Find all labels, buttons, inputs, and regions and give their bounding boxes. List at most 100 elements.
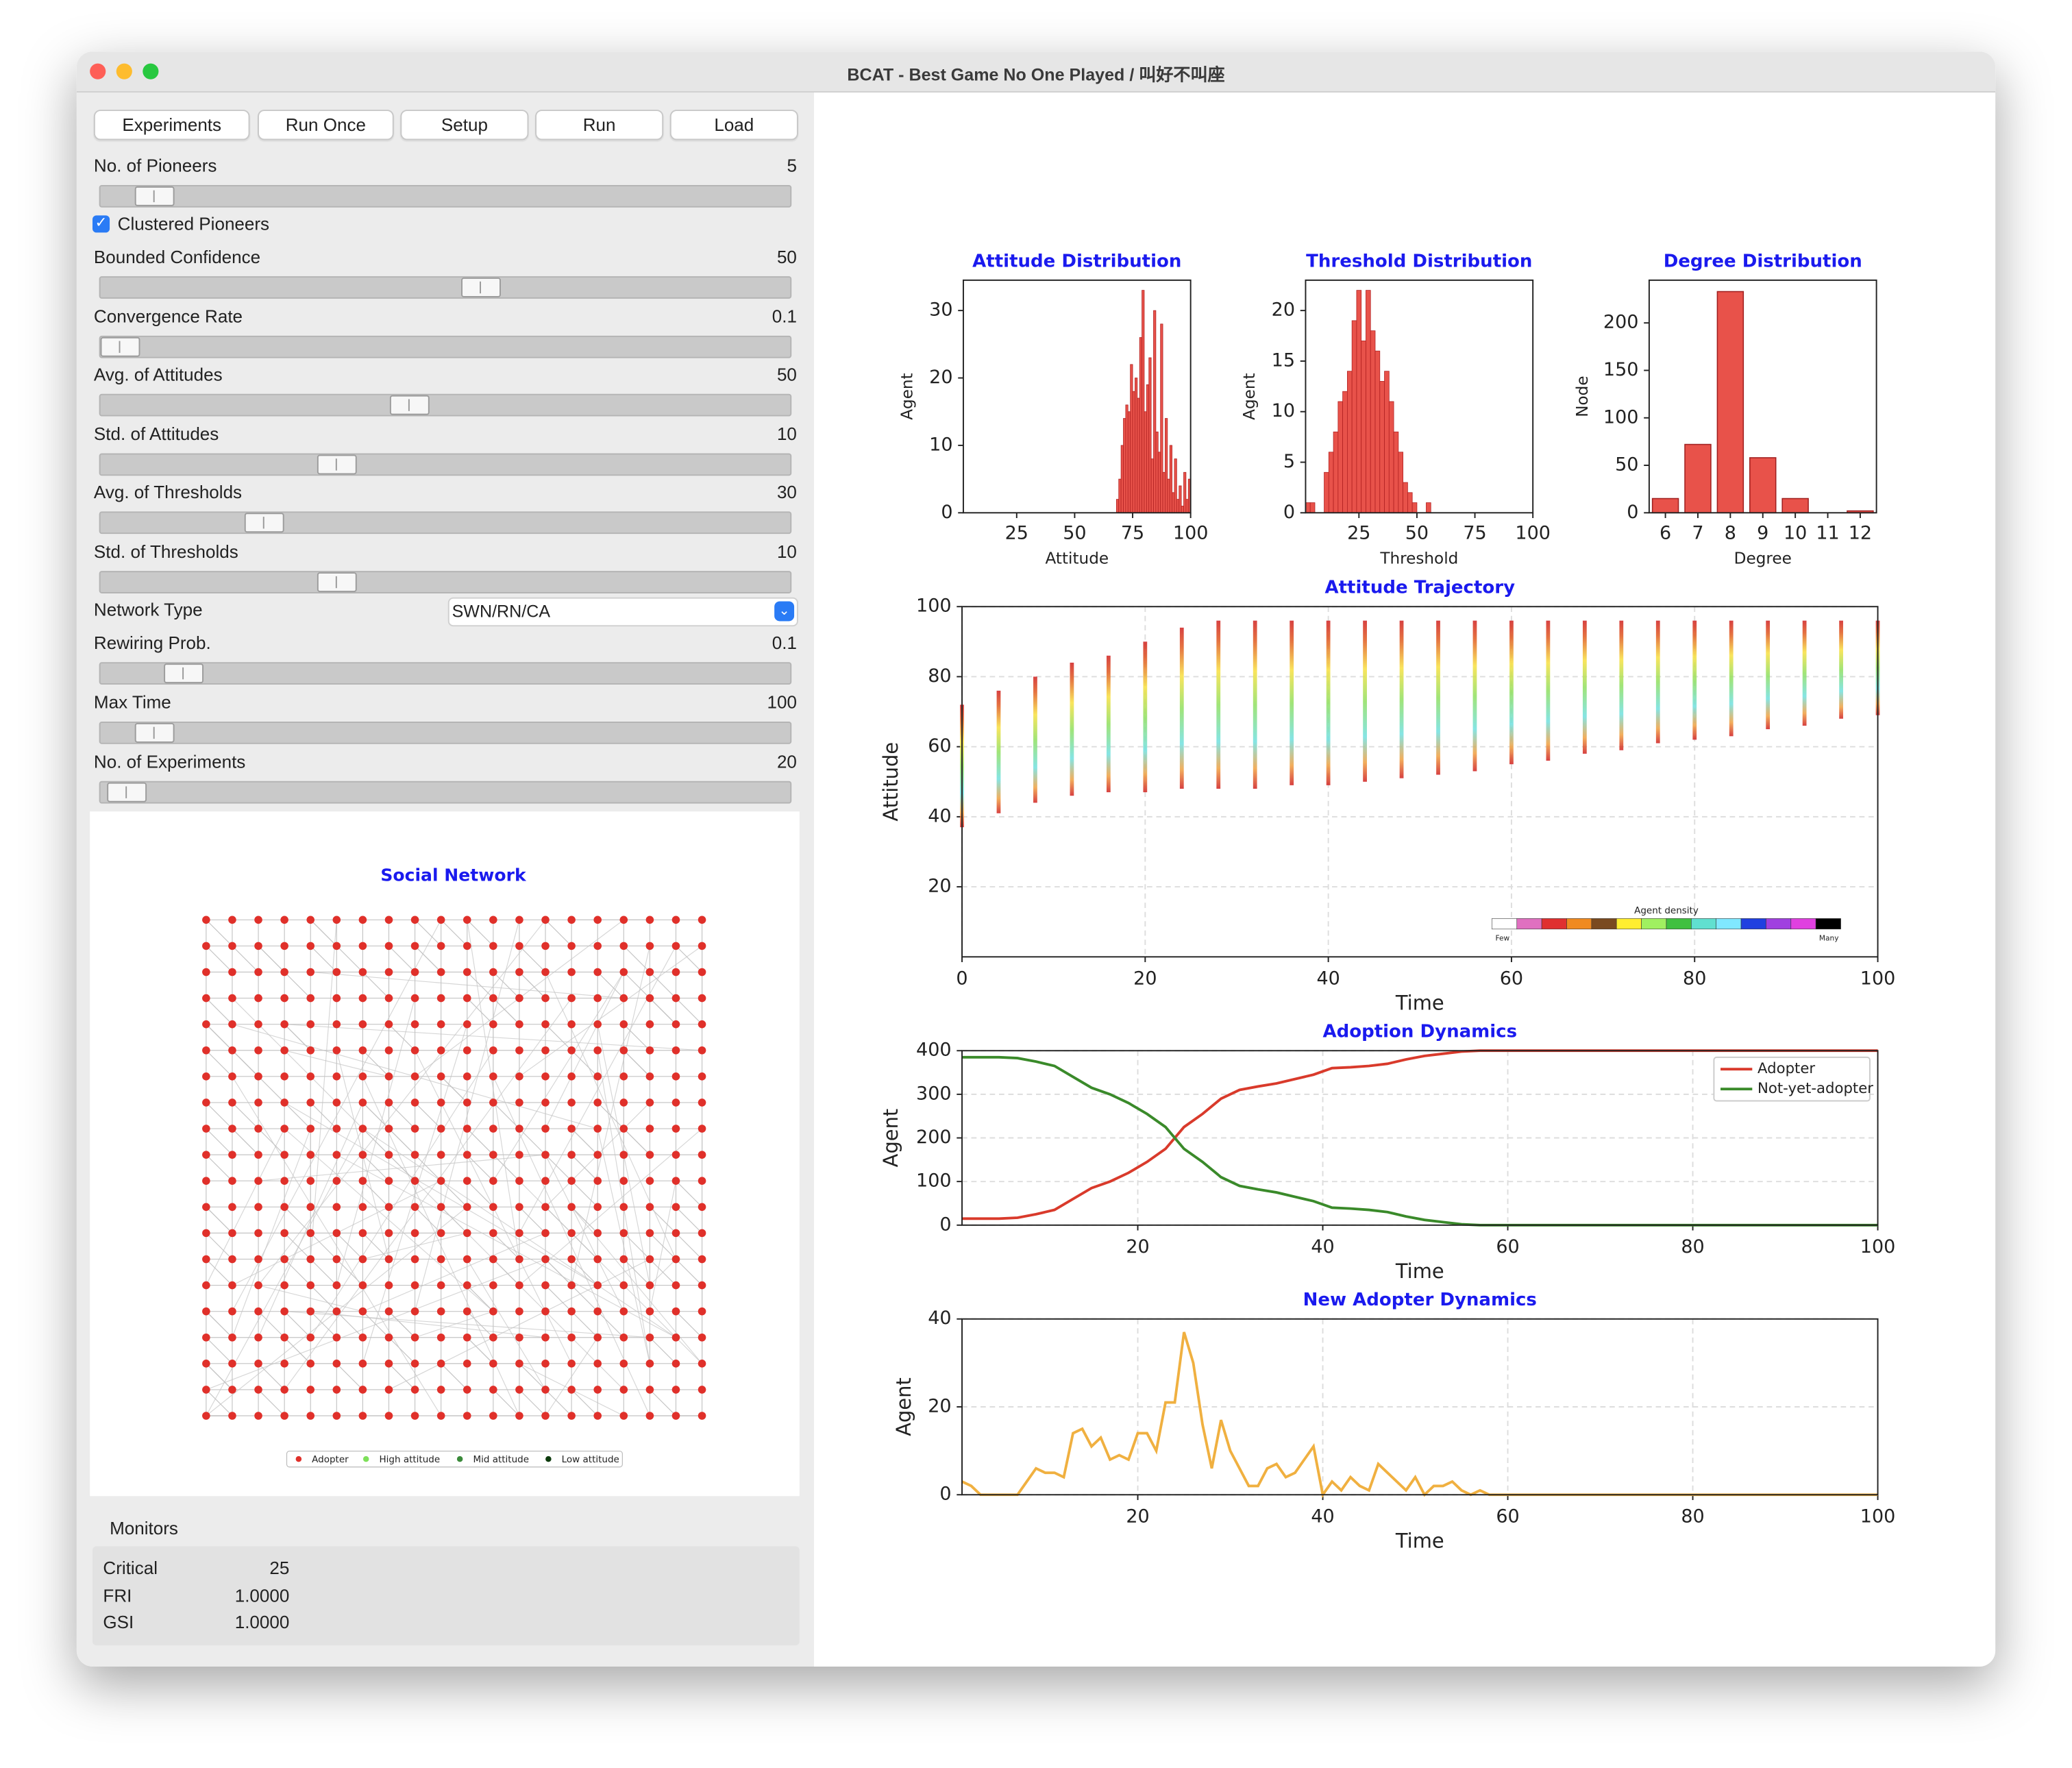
checkbox[interactable]: ✓ [92, 215, 110, 233]
colorbar-cell [1716, 918, 1742, 930]
colorbar-cell [1516, 918, 1542, 930]
network-node [436, 1307, 445, 1316]
network-node [671, 1151, 680, 1159]
network-node [645, 916, 654, 924]
slider-thumb[interactable] [164, 663, 204, 684]
network-node [280, 1046, 288, 1055]
network-node [619, 1307, 628, 1316]
edge [258, 945, 285, 972]
histogram-bar [1172, 492, 1175, 513]
button[interactable]: Load [669, 110, 798, 140]
slider-thumb[interactable] [100, 336, 140, 357]
network-node [384, 916, 393, 924]
histogram-bar [1337, 401, 1344, 513]
network-node [306, 1125, 315, 1133]
network-node [515, 1098, 523, 1107]
edge [519, 972, 546, 998]
network-node [541, 1046, 550, 1055]
dropdown[interactable]: SWN/RN/CA ⌄ [447, 597, 798, 627]
network-node [202, 1412, 210, 1420]
legend-label: High attitude [380, 1454, 441, 1465]
network-node [358, 1412, 367, 1420]
attitude-range [1839, 620, 1843, 719]
network-node [410, 1281, 419, 1290]
slider-thumb[interactable] [461, 278, 501, 297]
edge [467, 1259, 546, 1390]
network-node [541, 916, 550, 924]
network-node [254, 916, 262, 924]
network-node [436, 1072, 445, 1081]
slider-thumb[interactable] [134, 186, 175, 206]
dropdown-label: Network Type [93, 600, 203, 620]
histogram-bar [1176, 499, 1180, 513]
network-node [541, 1229, 550, 1238]
network-node [619, 1229, 628, 1238]
attitude-range [1216, 620, 1221, 789]
edge [545, 972, 624, 1129]
zoom-button[interactable] [143, 63, 159, 79]
attitude-range [996, 690, 1001, 813]
histogram-bar [1346, 371, 1353, 513]
x-axis-label: Time [1395, 1530, 1444, 1553]
attitude-range [1619, 620, 1624, 750]
network-node [489, 1177, 497, 1185]
network-node [332, 1046, 341, 1055]
network-node [254, 994, 262, 1003]
network-node [671, 1412, 680, 1420]
legend-label: Not-yet-adopter [1758, 1080, 1873, 1097]
button[interactable]: Run [535, 110, 664, 140]
histogram-bar [1155, 431, 1159, 513]
slider-thumb[interactable] [107, 782, 147, 802]
edge [336, 998, 416, 1286]
network-node [254, 1203, 262, 1212]
network-node [619, 994, 628, 1003]
slider-thumb[interactable] [317, 572, 357, 593]
edge [467, 1154, 494, 1181]
chart-title: Degree Distribution [1664, 251, 1862, 271]
slider-thumb[interactable] [134, 722, 175, 743]
network-node [358, 1255, 367, 1264]
edge [206, 1050, 233, 1077]
network-node [306, 1151, 315, 1159]
network-node [515, 1333, 523, 1342]
edge [310, 1102, 337, 1129]
network-node [463, 942, 471, 950]
attitude-range [1436, 620, 1440, 775]
network-node [332, 1098, 341, 1107]
network-node [358, 916, 367, 924]
network-node [593, 1360, 602, 1368]
network-node [358, 942, 367, 950]
network-node [228, 1072, 236, 1081]
network-node [463, 1281, 471, 1290]
histogram-bar [1157, 452, 1161, 513]
network-node [541, 1020, 550, 1029]
edge [388, 1024, 415, 1051]
slider-thumb[interactable] [317, 454, 357, 475]
y-axis-label: Agent [898, 373, 916, 419]
minimize-button[interactable] [116, 63, 132, 79]
slider-thumb[interactable] [389, 395, 430, 415]
close-button[interactable] [90, 63, 106, 79]
network-node [332, 1255, 341, 1264]
legend-label: Mid attitude [473, 1454, 529, 1465]
network-node [619, 1020, 628, 1029]
network-node [463, 1333, 471, 1342]
network-node [541, 1125, 550, 1133]
attitude-range [1582, 620, 1587, 754]
button[interactable]: Run Once [258, 110, 394, 140]
network-node [567, 1072, 576, 1081]
edge [493, 1076, 650, 1416]
edge [467, 1128, 494, 1155]
histogram-bar [1351, 320, 1357, 513]
network-node [410, 1307, 419, 1316]
edge [545, 1389, 572, 1416]
network-node [306, 1098, 315, 1107]
network-node [645, 1281, 654, 1290]
network-node [254, 1412, 262, 1420]
button[interactable]: Setup [400, 110, 529, 140]
slider-thumb[interactable] [244, 513, 284, 533]
network-node [541, 1255, 550, 1264]
network-node [384, 1098, 393, 1107]
button[interactable]: Experiments [93, 110, 250, 140]
y-tick-label: 10 [1272, 400, 1295, 421]
